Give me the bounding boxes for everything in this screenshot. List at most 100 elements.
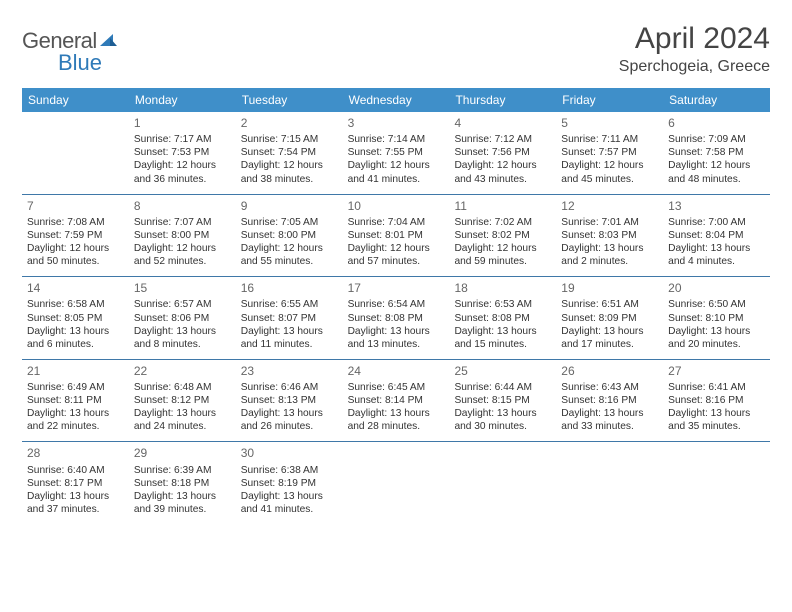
- sunset: Sunset: 8:08 PM: [348, 312, 445, 325]
- daylight-1: Daylight: 12 hours: [134, 159, 231, 172]
- sunrise: Sunrise: 7:07 AM: [134, 216, 231, 229]
- sunrise: Sunrise: 6:51 AM: [561, 298, 658, 311]
- sunrise: Sunrise: 7:12 AM: [454, 133, 551, 146]
- daylight-1: Daylight: 12 hours: [348, 159, 445, 172]
- day-number: 20: [668, 281, 765, 296]
- sunset: Sunset: 8:06 PM: [134, 312, 231, 325]
- day-number: 8: [134, 199, 231, 214]
- day-cell: 6Sunrise: 7:09 AMSunset: 7:58 PMDaylight…: [663, 112, 770, 194]
- day-info: Sunrise: 6:55 AMSunset: 8:07 PMDaylight:…: [241, 298, 338, 350]
- day-info: Sunrise: 6:41 AMSunset: 8:16 PMDaylight:…: [668, 381, 765, 433]
- title-block: April 2024 Sperchogeia, Greece: [619, 22, 770, 76]
- daylight-2: and 37 minutes.: [27, 503, 124, 516]
- daylight-1: Daylight: 12 hours: [241, 242, 338, 255]
- sunrise: Sunrise: 7:01 AM: [561, 216, 658, 229]
- sunrise: Sunrise: 7:15 AM: [241, 133, 338, 146]
- day-cell: 5Sunrise: 7:11 AMSunset: 7:57 PMDaylight…: [556, 112, 663, 194]
- day-info: Sunrise: 6:54 AMSunset: 8:08 PMDaylight:…: [348, 298, 445, 350]
- sunset: Sunset: 8:08 PM: [454, 312, 551, 325]
- sunset: Sunset: 8:01 PM: [348, 229, 445, 242]
- daylight-1: Daylight: 12 hours: [348, 242, 445, 255]
- day-info: Sunrise: 6:50 AMSunset: 8:10 PMDaylight:…: [668, 298, 765, 350]
- sunrise: Sunrise: 7:02 AM: [454, 216, 551, 229]
- sunset: Sunset: 7:57 PM: [561, 146, 658, 159]
- daylight-1: Daylight: 13 hours: [668, 325, 765, 338]
- daylight-2: and 35 minutes.: [668, 420, 765, 433]
- daylight-1: Daylight: 13 hours: [454, 325, 551, 338]
- empty-cell: [556, 442, 663, 524]
- sunset: Sunset: 7:59 PM: [27, 229, 124, 242]
- daylight-2: and 45 minutes.: [561, 173, 658, 186]
- day-header: Tuesday: [236, 88, 343, 112]
- day-number: 16: [241, 281, 338, 296]
- daylight-2: and 41 minutes.: [241, 503, 338, 516]
- page-header: General April 2024 Sperchogeia, Greece: [22, 22, 770, 76]
- daylight-1: Daylight: 12 hours: [561, 159, 658, 172]
- day-info: Sunrise: 6:40 AMSunset: 8:17 PMDaylight:…: [27, 464, 124, 516]
- day-number: 5: [561, 116, 658, 131]
- daylight-2: and 59 minutes.: [454, 255, 551, 268]
- sunset: Sunset: 7:58 PM: [668, 146, 765, 159]
- day-cell: 27 Sunrise: 6:41 AMSunset: 8:16 PMDayligh…: [663, 360, 770, 442]
- empty-cell: [449, 442, 556, 524]
- day-info: Sunrise: 7:01 AMSunset: 8:03 PMDaylight:…: [561, 216, 658, 268]
- logo-text-blue: Blue: [58, 50, 102, 76]
- day-number: 11: [454, 199, 551, 214]
- day-info: Sunrise: 6:46 AMSunset: 8:13 PMDaylight:…: [241, 381, 338, 433]
- location: Sperchogeia, Greece: [619, 58, 770, 76]
- sunrise: Sunrise: 6:38 AM: [241, 464, 338, 477]
- daylight-1: Daylight: 13 hours: [561, 325, 658, 338]
- daylight-2: and 36 minutes.: [134, 173, 231, 186]
- day-info: Sunrise: 6:44 AMSunset: 8:15 PMDaylight:…: [454, 381, 551, 433]
- day-number: 18: [454, 281, 551, 296]
- week-row: 28Sunrise: 6:40 AMSunset: 8:17 PMDayligh…: [22, 442, 770, 524]
- sunset: Sunset: 8:03 PM: [561, 229, 658, 242]
- daylight-1: Daylight: 13 hours: [27, 325, 124, 338]
- day-number: 13: [668, 199, 765, 214]
- empty-cell: [663, 442, 770, 524]
- empty-cell: [22, 112, 129, 194]
- day-cell: 23Sunrise: 6:46 AMSunset: 8:13 PMDayligh…: [236, 360, 343, 442]
- day-cell: 22Sunrise: 6:48 AMSunset: 8:12 PMDayligh…: [129, 360, 236, 442]
- daylight-1: Daylight: 13 hours: [134, 407, 231, 420]
- daylight-1: Daylight: 13 hours: [27, 490, 124, 503]
- day-number: 3: [348, 116, 445, 131]
- sunset: Sunset: 8:18 PM: [134, 477, 231, 490]
- day-info: Sunrise: 7:14 AMSunset: 7:55 PMDaylight:…: [348, 133, 445, 185]
- calendar: SundayMondayTuesdayWednesdayThursdayFrid…: [22, 88, 770, 524]
- day-number: 12: [561, 199, 658, 214]
- day-number: 27: [668, 364, 765, 379]
- day-cell: 11Sunrise: 7:02 AMSunset: 8:02 PMDayligh…: [449, 195, 556, 277]
- day-cell: 12 Sunrise: 7:01 AMSunset: 8:03 PMDayligh…: [556, 195, 663, 277]
- day-info: Sunrise: 7:00 AMSunset: 8:04 PMDaylight:…: [668, 216, 765, 268]
- day-info: Sunrise: 6:45 AMSunset: 8:14 PMDaylight:…: [348, 381, 445, 433]
- sunset: Sunset: 8:12 PM: [134, 394, 231, 407]
- daylight-1: Daylight: 13 hours: [348, 407, 445, 420]
- sunrise: Sunrise: 6:39 AM: [134, 464, 231, 477]
- day-cell: 8Sunrise: 7:07 AMSunset: 8:00 PMDaylight…: [129, 195, 236, 277]
- sunset: Sunset: 8:14 PM: [348, 394, 445, 407]
- sunrise: Sunrise: 6:55 AM: [241, 298, 338, 311]
- day-number: 21: [27, 364, 124, 379]
- sunrise: Sunrise: 6:44 AM: [454, 381, 551, 394]
- day-headers-row: SundayMondayTuesdayWednesdayThursdayFrid…: [22, 88, 770, 112]
- sunrise: Sunrise: 6:43 AM: [561, 381, 658, 394]
- sunrise: Sunrise: 6:40 AM: [27, 464, 124, 477]
- sunrise: Sunrise: 6:41 AM: [668, 381, 765, 394]
- day-info: Sunrise: 6:39 AMSunset: 8:18 PMDaylight:…: [134, 464, 231, 516]
- week-row: 14Sunrise: 6:58 AMSunset: 8:05 PMDayligh…: [22, 277, 770, 360]
- sunset: Sunset: 8:02 PM: [454, 229, 551, 242]
- sunset: Sunset: 8:09 PM: [561, 312, 658, 325]
- daylight-1: Daylight: 13 hours: [134, 325, 231, 338]
- daylight-1: Daylight: 12 hours: [454, 159, 551, 172]
- sunset: Sunset: 8:05 PM: [27, 312, 124, 325]
- day-number: 14: [27, 281, 124, 296]
- day-info: Sunrise: 7:09 AMSunset: 7:58 PMDaylight:…: [668, 133, 765, 185]
- daylight-2: and 28 minutes.: [348, 420, 445, 433]
- daylight-2: and 13 minutes.: [348, 338, 445, 351]
- daylight-2: and 39 minutes.: [134, 503, 231, 516]
- day-number: 17: [348, 281, 445, 296]
- day-number: 26: [561, 364, 658, 379]
- day-info: Sunrise: 7:04 AMSunset: 8:01 PMDaylight:…: [348, 216, 445, 268]
- day-cell: 25Sunrise: 6:44 AMSunset: 8:15 PMDayligh…: [449, 360, 556, 442]
